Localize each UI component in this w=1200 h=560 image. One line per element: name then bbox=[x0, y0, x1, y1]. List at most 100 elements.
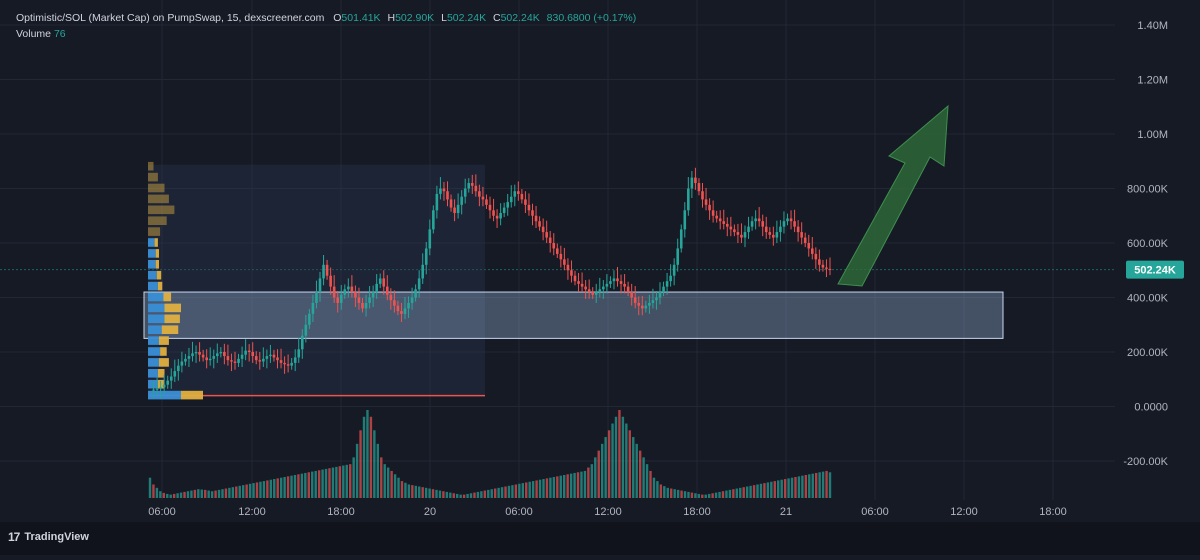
volume-bar bbox=[304, 472, 307, 498]
volume-bar bbox=[493, 488, 497, 498]
candle-body bbox=[385, 286, 389, 295]
volume-bar bbox=[321, 469, 324, 498]
volume-bar bbox=[514, 484, 518, 498]
candle-body bbox=[722, 221, 726, 224]
volume-bar bbox=[511, 485, 514, 498]
volume-bar bbox=[487, 489, 490, 498]
low-value: 502.24K bbox=[446, 12, 487, 24]
volume-bar bbox=[611, 423, 614, 498]
candle-body bbox=[297, 349, 301, 358]
candle-body bbox=[265, 356, 269, 359]
candle-body bbox=[651, 300, 655, 303]
candle-body bbox=[449, 199, 453, 208]
candle-body bbox=[467, 183, 471, 189]
volume-bar bbox=[566, 474, 569, 498]
candle-body bbox=[354, 292, 357, 298]
candle-body bbox=[527, 204, 531, 211]
candle-body bbox=[432, 210, 435, 230]
volume-bar bbox=[449, 492, 452, 498]
candle-body bbox=[687, 188, 690, 211]
candle-body bbox=[602, 286, 605, 290]
volume-bar bbox=[283, 477, 286, 498]
volume-profile-bar-down bbox=[159, 336, 169, 345]
candle-body bbox=[286, 364, 290, 366]
volume-bar bbox=[552, 477, 556, 498]
candle-body bbox=[584, 286, 587, 290]
candle-body bbox=[162, 384, 166, 388]
candle-body bbox=[439, 188, 442, 194]
volume-profile-bar-down bbox=[157, 281, 163, 291]
volume-profile-range-box bbox=[148, 164, 485, 396]
candle-body bbox=[772, 234, 775, 238]
candle-body bbox=[159, 387, 162, 389]
candle-body bbox=[428, 229, 432, 249]
price-axis-tick-label: 600.00K bbox=[1127, 238, 1169, 250]
candle-body bbox=[311, 302, 315, 314]
candle-body bbox=[187, 356, 191, 359]
time-axis[interactable]: 06:00 12:00 18:00 20 06:00 12:00 18:00 21 06:00 1… bbox=[148, 506, 1067, 518]
candle-body bbox=[725, 223, 729, 227]
candle-body bbox=[782, 221, 786, 227]
volume-profile-bar-down bbox=[154, 238, 158, 247]
candle-body bbox=[814, 253, 818, 260]
volume-bar bbox=[273, 479, 276, 498]
candle-body bbox=[233, 361, 237, 363]
candle-body bbox=[761, 221, 765, 227]
volume-bar bbox=[714, 492, 718, 498]
volume-bar bbox=[204, 489, 207, 498]
candle-body bbox=[262, 358, 265, 362]
candle-body bbox=[488, 204, 492, 211]
candle-body bbox=[318, 278, 322, 293]
volume-bar bbox=[328, 468, 331, 498]
volume-profile-bar-down bbox=[155, 249, 159, 258]
volume-bar bbox=[166, 493, 169, 498]
candle-body bbox=[396, 305, 400, 312]
candle-body bbox=[619, 281, 623, 284]
candle-body bbox=[810, 248, 814, 254]
candle-body bbox=[393, 300, 396, 306]
tradingview-logo[interactable]: 17 TradingView bbox=[8, 530, 89, 544]
volume-bar bbox=[783, 479, 787, 498]
volume-bar bbox=[576, 472, 580, 498]
volume-bar bbox=[649, 470, 652, 498]
volume-profile-bar-down bbox=[155, 260, 159, 269]
volume-bar bbox=[200, 489, 203, 498]
candle-body bbox=[555, 248, 559, 254]
price-axis[interactable]: 1.40M 1.20M 1.00M 800.00K 600.00K 400.00K 200.… bbox=[1123, 20, 1184, 468]
volume-bar bbox=[452, 493, 455, 498]
volume-bar bbox=[359, 430, 362, 498]
candle-body bbox=[403, 308, 407, 314]
candle-body bbox=[424, 248, 428, 265]
candle-body bbox=[251, 352, 255, 357]
volume-bar bbox=[224, 488, 228, 498]
volume-bar bbox=[414, 485, 417, 498]
candle-body bbox=[180, 361, 184, 366]
volume-bar bbox=[297, 474, 300, 498]
candle-body bbox=[368, 297, 371, 303]
price-axis-tick-label: 0.0000 bbox=[1134, 402, 1168, 414]
volume-bar bbox=[293, 474, 297, 498]
candle-body bbox=[478, 191, 481, 197]
volume-bar bbox=[500, 487, 504, 498]
symbol-title[interactable]: Optimistic/SOL (Market Cap) on PumpSwap,… bbox=[16, 12, 325, 24]
candle-body bbox=[598, 289, 602, 293]
candle-body bbox=[322, 264, 325, 279]
candle-body bbox=[789, 218, 793, 222]
volume-profile-bar-up bbox=[148, 369, 158, 378]
last-price-badge bbox=[1126, 260, 1184, 279]
volume-bar bbox=[179, 492, 183, 498]
candle-body bbox=[407, 302, 410, 309]
candle-body bbox=[446, 191, 449, 200]
volume-bar bbox=[828, 472, 832, 498]
candle-body bbox=[697, 183, 701, 192]
volume-bar bbox=[355, 443, 359, 498]
candle-body bbox=[757, 218, 761, 222]
volume-bar bbox=[155, 487, 159, 498]
candle-body bbox=[456, 204, 460, 214]
candle-body bbox=[378, 278, 382, 284]
candle-body bbox=[538, 221, 541, 227]
candle-body bbox=[421, 264, 425, 279]
close-label: C bbox=[493, 12, 501, 24]
